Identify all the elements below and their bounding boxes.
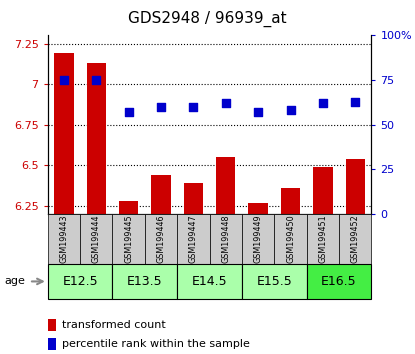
Bar: [54, 53, 73, 214]
Point: [222, 101, 229, 106]
Bar: [80, 214, 112, 264]
Bar: [48, 319, 56, 331]
Bar: [313, 167, 332, 214]
Text: GSM199451: GSM199451: [318, 215, 327, 263]
Bar: [48, 264, 112, 299]
Point: [158, 104, 164, 110]
Bar: [112, 214, 145, 264]
Point: [93, 77, 100, 83]
Bar: [210, 214, 242, 264]
Bar: [307, 214, 339, 264]
Text: E12.5: E12.5: [62, 275, 98, 288]
Bar: [274, 214, 307, 264]
Point: [287, 108, 294, 113]
Bar: [242, 214, 274, 264]
Text: E13.5: E13.5: [127, 275, 163, 288]
Text: GSM199446: GSM199446: [156, 215, 166, 263]
Point: [320, 101, 326, 106]
Bar: [48, 214, 80, 264]
Bar: [112, 264, 177, 299]
Bar: [177, 264, 242, 299]
Point: [190, 104, 197, 110]
Bar: [242, 264, 307, 299]
Point: [61, 77, 67, 83]
Bar: [307, 264, 371, 299]
Text: GSM199444: GSM199444: [92, 215, 101, 263]
Text: GSM199447: GSM199447: [189, 215, 198, 263]
Bar: [87, 63, 106, 214]
Text: GSM199449: GSM199449: [254, 215, 263, 263]
Bar: [216, 157, 235, 214]
Text: GSM199443: GSM199443: [59, 215, 68, 263]
Text: E16.5: E16.5: [321, 275, 357, 288]
Bar: [339, 214, 371, 264]
Text: GSM199445: GSM199445: [124, 215, 133, 263]
Text: GSM199448: GSM199448: [221, 215, 230, 263]
Text: E14.5: E14.5: [192, 275, 227, 288]
Text: percentile rank within the sample: percentile rank within the sample: [62, 339, 250, 349]
Bar: [184, 183, 203, 214]
Bar: [281, 188, 300, 214]
Text: GSM199450: GSM199450: [286, 215, 295, 263]
Bar: [151, 175, 171, 214]
Text: age: age: [4, 276, 25, 286]
Bar: [145, 214, 177, 264]
Point: [125, 109, 132, 115]
Text: transformed count: transformed count: [62, 320, 166, 330]
Point: [255, 109, 261, 115]
Bar: [177, 214, 210, 264]
Bar: [249, 203, 268, 214]
Point: [352, 99, 359, 104]
Bar: [346, 159, 365, 214]
Bar: [119, 201, 138, 214]
Text: E15.5: E15.5: [256, 275, 292, 288]
Text: GSM199452: GSM199452: [351, 215, 360, 263]
Text: GDS2948 / 96939_at: GDS2948 / 96939_at: [128, 11, 287, 27]
Bar: [48, 338, 56, 350]
